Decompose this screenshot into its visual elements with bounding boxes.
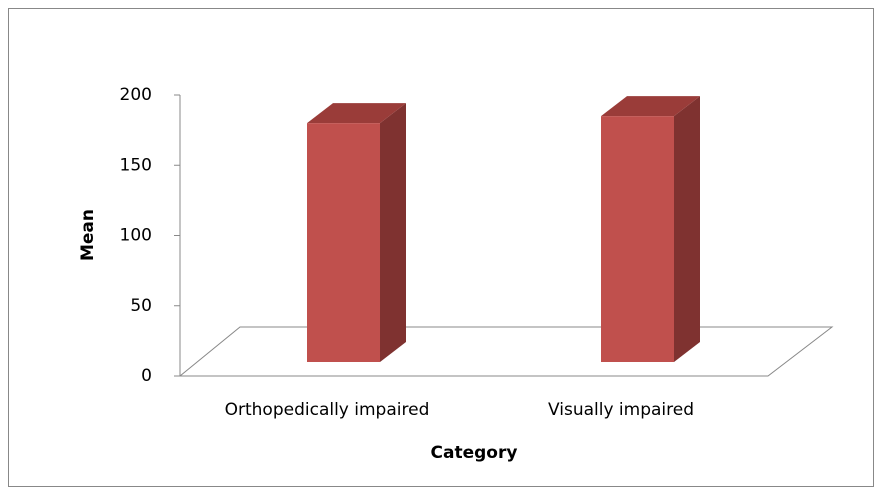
x-tick-label: Visually impaired xyxy=(548,400,694,420)
x-tick-label: Orthopedically impaired xyxy=(225,400,430,420)
y-tick-label: 150 xyxy=(120,155,152,175)
bar-front xyxy=(307,123,380,363)
y-tick-label: 200 xyxy=(120,85,152,105)
chart-border xyxy=(8,8,874,487)
y-tick-label: 50 xyxy=(130,296,152,316)
y-tick-label: 0 xyxy=(141,366,152,386)
bar-top xyxy=(307,103,406,124)
y-tick-label: 100 xyxy=(120,226,152,246)
bar xyxy=(601,96,700,362)
bar-front xyxy=(601,116,674,362)
x-axis-title: Category xyxy=(431,443,518,463)
bar-side xyxy=(380,103,406,363)
bar xyxy=(307,103,406,363)
floor xyxy=(178,326,834,377)
bar-side xyxy=(674,96,700,362)
bar-top xyxy=(601,96,700,117)
y-axis-title: Mean xyxy=(78,209,98,261)
